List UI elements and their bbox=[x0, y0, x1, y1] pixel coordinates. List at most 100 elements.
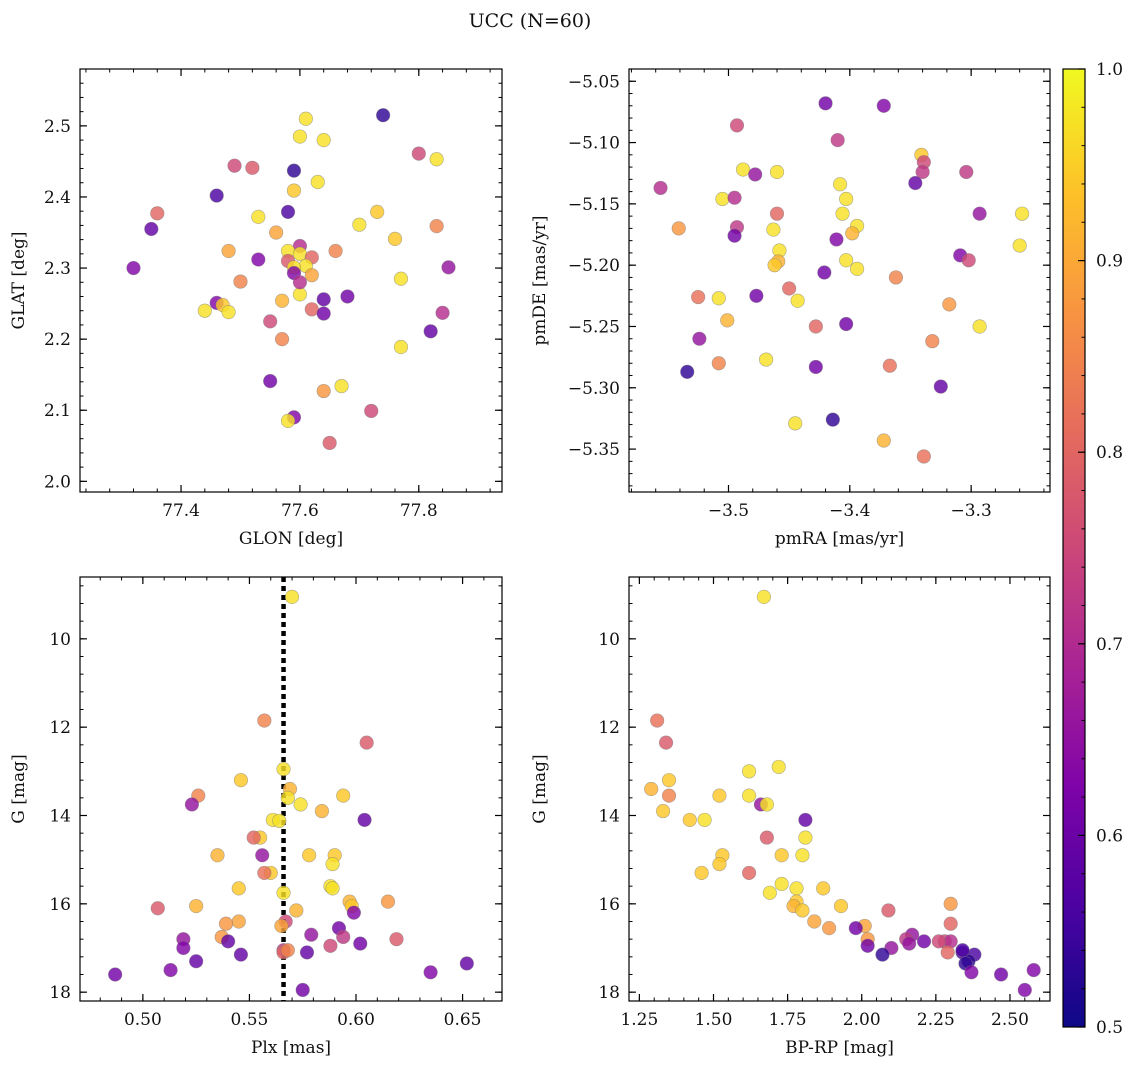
x-tick-label: 77.4 bbox=[162, 501, 200, 521]
x-axis-label: Plx [mas] bbox=[251, 1038, 331, 1058]
y-tick-label: 2.4 bbox=[44, 188, 71, 208]
scatter-point bbox=[359, 735, 374, 750]
scatter-point bbox=[749, 288, 764, 303]
scatter-point bbox=[839, 316, 854, 332]
y-tick-label: 12 bbox=[598, 718, 620, 738]
scatter-point bbox=[741, 865, 757, 881]
scatter-point bbox=[741, 788, 757, 803]
scatter-point bbox=[316, 132, 331, 148]
scatter-point bbox=[429, 152, 444, 167]
panel-pm: −3.5 −3.4 −3.3 −5.35 −5.30 −5.25 −5.20 −5.15 −5.… bbox=[530, 68, 1051, 549]
y-tick-label: −5.30 bbox=[568, 379, 620, 399]
scatter-point bbox=[943, 916, 958, 931]
colorbar-tick-label: 0.7 bbox=[1096, 635, 1123, 655]
scatter-point bbox=[848, 921, 863, 936]
colorbar-tick-label: 1.0 bbox=[1096, 60, 1123, 80]
scatter-point bbox=[682, 812, 697, 828]
x-tick-label: 0.60 bbox=[337, 1010, 375, 1030]
scatter-point bbox=[916, 449, 931, 464]
scatter-point bbox=[304, 927, 319, 942]
scatter-point bbox=[316, 306, 331, 321]
scatter-point bbox=[233, 274, 248, 289]
scatter-point bbox=[144, 221, 159, 237]
scatter-point bbox=[720, 313, 735, 328]
scatter-point bbox=[727, 190, 742, 205]
scatter-point bbox=[860, 938, 875, 953]
scatter-point bbox=[1012, 238, 1027, 253]
scatter-point bbox=[221, 243, 236, 259]
scatter-point bbox=[150, 901, 165, 916]
scatter-point bbox=[961, 253, 976, 268]
scatter-point bbox=[316, 383, 331, 399]
y-tick-label: 10 bbox=[598, 630, 620, 650]
y-tick-label: 14 bbox=[598, 807, 620, 827]
scatter-point bbox=[818, 96, 833, 111]
y-tick-label: 2.0 bbox=[44, 472, 71, 492]
scatter-point bbox=[334, 378, 349, 394]
scatter-point bbox=[711, 291, 726, 306]
y-tick-label: 2.2 bbox=[44, 330, 71, 350]
scatter-point bbox=[661, 773, 677, 788]
scatter-point bbox=[310, 174, 325, 190]
y-tick-label: 10 bbox=[49, 630, 71, 650]
scatter-point bbox=[233, 773, 249, 788]
scatter-point bbox=[387, 231, 403, 247]
scatter-point bbox=[289, 903, 304, 918]
scatter-point bbox=[176, 940, 191, 956]
scatter-point bbox=[829, 232, 844, 247]
scatter-point bbox=[325, 881, 340, 896]
scatter-point bbox=[658, 735, 674, 750]
scatter-point bbox=[839, 191, 854, 207]
x-tick-label: 0.50 bbox=[124, 1010, 162, 1030]
scatter-point bbox=[653, 180, 668, 196]
y-tick-label: 14 bbox=[49, 807, 71, 827]
scatter-point bbox=[295, 982, 310, 998]
scatter-point bbox=[380, 894, 396, 909]
scatter-point bbox=[257, 865, 272, 881]
scatter-point bbox=[972, 206, 987, 221]
panel-sky: 77.4 77.6 77.8 2.0 2.1 2.2 2.3 2.4 2.5 GLON [deg]… bbox=[9, 68, 503, 549]
scatter-point bbox=[759, 830, 774, 845]
scatter-point bbox=[218, 916, 234, 931]
x-tick-label: −3.4 bbox=[829, 501, 870, 521]
scatter-point bbox=[771, 759, 786, 775]
y-tick-label: −5.25 bbox=[568, 317, 620, 337]
scatter-point bbox=[712, 788, 727, 803]
scatter-point bbox=[833, 898, 849, 914]
scatter-point bbox=[881, 903, 896, 918]
scatter-point bbox=[209, 188, 224, 203]
scatter-point bbox=[758, 352, 774, 367]
scatter-point bbox=[274, 918, 289, 934]
scatter-point bbox=[163, 962, 178, 978]
scatter-point bbox=[257, 713, 272, 728]
scatter-point bbox=[429, 219, 444, 234]
y-tick-label: 16 bbox=[49, 895, 71, 915]
x-tick-label: −3.5 bbox=[708, 501, 749, 521]
scatter-point bbox=[189, 954, 204, 969]
x-tick-label: 2.25 bbox=[917, 1010, 955, 1030]
scatter-point bbox=[322, 435, 337, 451]
scatter-point bbox=[931, 934, 946, 949]
scatter-point bbox=[389, 932, 404, 947]
scatter-point bbox=[272, 813, 287, 828]
scatter-point bbox=[292, 275, 308, 290]
scatter-point bbox=[292, 129, 308, 144]
x-tick-label: 77.8 bbox=[400, 501, 438, 521]
scatter-point bbox=[816, 881, 831, 896]
scatter-point bbox=[352, 217, 367, 232]
scatter-point bbox=[299, 945, 315, 960]
scatter-point bbox=[875, 947, 890, 962]
scatter-point bbox=[915, 164, 930, 180]
x-axis-label: BP-RP [mag] bbox=[785, 1038, 894, 1058]
scatter-point bbox=[756, 589, 771, 604]
y-tick-label: 18 bbox=[49, 983, 71, 1003]
scatter-point bbox=[766, 222, 781, 237]
colorbar-tick-label: 0.8 bbox=[1096, 443, 1123, 463]
axes-frame bbox=[628, 576, 1051, 1002]
scatter-point bbox=[364, 403, 379, 419]
axes-frame bbox=[79, 576, 503, 1002]
scatter-point bbox=[304, 302, 319, 317]
panel-cmd: 1.25 1.50 1.75 2.00 2.25 2.50 10 12 14 16 18 BP-RP … bbox=[530, 576, 1051, 1058]
scatter-point bbox=[441, 260, 456, 275]
